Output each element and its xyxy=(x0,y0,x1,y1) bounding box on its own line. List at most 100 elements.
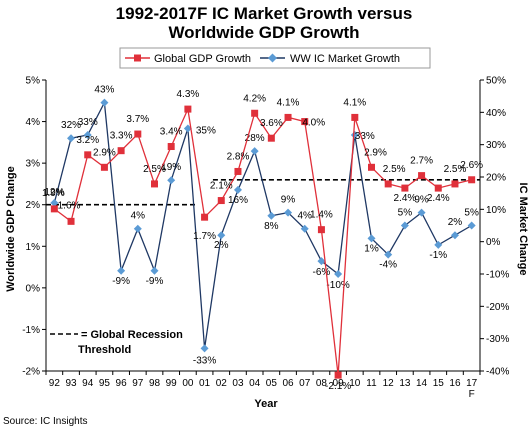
left-tick-label: -2% xyxy=(22,367,40,378)
gdp-point xyxy=(418,172,426,180)
gdp-data-label: 4.2% xyxy=(243,93,266,104)
ic-data-label: 8% xyxy=(264,221,279,232)
gdp-point xyxy=(151,180,158,188)
ic-data-label: 9% xyxy=(414,195,429,206)
gdp-data-label: 3.4% xyxy=(160,127,183,138)
gdp-point xyxy=(351,113,359,121)
ic-data-label: 35% xyxy=(196,126,216,137)
gdp-data-label: 4.3% xyxy=(176,89,199,100)
ic-data-label: 1% xyxy=(364,243,379,254)
right-tick-label: 0% xyxy=(486,237,501,248)
ic-data-label: -9% xyxy=(112,276,130,287)
x-tick-label: 16 xyxy=(449,378,461,389)
ic-point xyxy=(450,231,459,240)
gdp-data-label: 3.2% xyxy=(76,135,99,146)
left-tick-label: 1% xyxy=(26,242,41,253)
gdp-point xyxy=(468,176,476,184)
right-tick-label: 20% xyxy=(486,173,506,184)
gdp-point xyxy=(301,118,309,126)
ic-point xyxy=(317,257,326,266)
ic-point xyxy=(367,234,376,243)
left-tick-label: -1% xyxy=(22,325,40,336)
ic-data-label: 12% xyxy=(44,187,64,198)
left-axis-title: Worldwide GDP Change xyxy=(5,166,17,292)
x-tick-label: 07 xyxy=(299,378,311,389)
gdp-point xyxy=(167,143,175,151)
gdp-data-label: 2.5% xyxy=(143,164,166,175)
ic-point xyxy=(284,208,293,217)
threshold-lines xyxy=(46,178,480,206)
x-tick-label: 11 xyxy=(366,378,377,389)
ic-data-label: -9% xyxy=(146,276,164,287)
gdp-data-label: 2.7% xyxy=(410,156,433,167)
gdp-point xyxy=(67,217,75,225)
x-tick-label: 10 xyxy=(349,378,361,389)
legend-gdp-marker xyxy=(134,54,141,62)
x-tick-label: 03 xyxy=(232,378,244,389)
gdp-data-label: 3.3% xyxy=(110,131,133,142)
gdp-data-label: 2.4% xyxy=(393,193,416,204)
right-tick-label: -40% xyxy=(486,367,509,378)
series-global-gdp: 1.9%1.6%3.2%2.9%3.3%3.7%2.5%3.4%4.3%1.7%… xyxy=(42,89,483,392)
x-tick-label: 92 xyxy=(49,378,61,389)
gdp-point xyxy=(117,147,125,155)
x-tick-label: 94 xyxy=(82,378,94,389)
ic-data-label: 32% xyxy=(61,120,81,131)
ic-data-label: 5% xyxy=(464,208,479,219)
gdp-data-label: 2.4% xyxy=(427,193,450,204)
gdp-data-label: 1.7% xyxy=(193,231,216,242)
ic-point xyxy=(183,124,192,133)
gdp-data-label: 1.4% xyxy=(310,210,333,221)
gdp-data-label: 3.7% xyxy=(126,114,149,125)
x-tick-label: 14 xyxy=(416,378,428,389)
x-tick-label: 95 xyxy=(99,378,111,389)
x-tick-label: 15 xyxy=(433,378,445,389)
x-tick-label: 12 xyxy=(383,378,395,389)
right-tick-label: 30% xyxy=(486,140,506,151)
gdp-point xyxy=(267,134,275,142)
right-tick-label: -10% xyxy=(486,270,509,281)
x-tick-label: 00 xyxy=(182,378,194,389)
x-tick-label: 01 xyxy=(199,378,211,389)
x-tick-label: 06 xyxy=(282,378,294,389)
ic-point xyxy=(133,224,142,233)
x-tick-label: 96 xyxy=(116,378,128,389)
ic-data-label: 33% xyxy=(78,117,98,128)
ic-point xyxy=(217,231,226,240)
ic-point xyxy=(350,130,359,139)
gdp-point xyxy=(368,163,375,171)
chart-title-line-1: 1992-2017F IC Market Growth versus xyxy=(116,4,413,23)
gdp-point xyxy=(317,226,325,234)
left-tick-label: 3% xyxy=(26,159,41,170)
gdp-data-label: 2.6% xyxy=(460,160,483,171)
x-tick-label: 04 xyxy=(249,378,261,389)
left-tick-label: 0% xyxy=(26,283,41,294)
gdp-data-label: 2.5% xyxy=(383,164,406,175)
ic-data-label: 5% xyxy=(398,208,413,219)
x-tick-label: 97 xyxy=(132,378,144,389)
chart-title-line-2: Worldwide GDP Growth xyxy=(168,23,359,42)
x-axis-title: Year xyxy=(254,398,278,410)
gdp-point xyxy=(384,180,392,188)
gdp-data-label: -2.1% xyxy=(325,381,351,392)
ic-point xyxy=(233,185,242,194)
ic-point xyxy=(417,208,426,217)
gdp-data-label: 2.9% xyxy=(93,147,116,158)
ic-point xyxy=(400,221,409,230)
gdp-point xyxy=(100,163,108,171)
ic-data-label: 2% xyxy=(448,217,463,228)
axes: -2% -1% 0% 1% 2% 3% 4% 5% -40% -30% -20% -10% 0% 10% 2… xyxy=(22,76,509,401)
ic-data-label: 4% xyxy=(298,211,313,222)
ic-point xyxy=(267,211,276,220)
gdp-point xyxy=(50,205,58,213)
x-tick-label: 02 xyxy=(216,378,228,389)
gdp-point xyxy=(251,109,259,117)
left-tick-label: 5% xyxy=(26,76,41,87)
gdp-point xyxy=(284,113,292,121)
legend-ic-label: WW IC Market Growth xyxy=(290,53,400,65)
legend: Global GDP Growth WW IC Market Growth xyxy=(119,47,431,69)
x-tick-label: 05 xyxy=(266,378,278,389)
threshold-note-line-1: = Global Recession xyxy=(81,329,183,341)
ic-point xyxy=(200,344,209,353)
